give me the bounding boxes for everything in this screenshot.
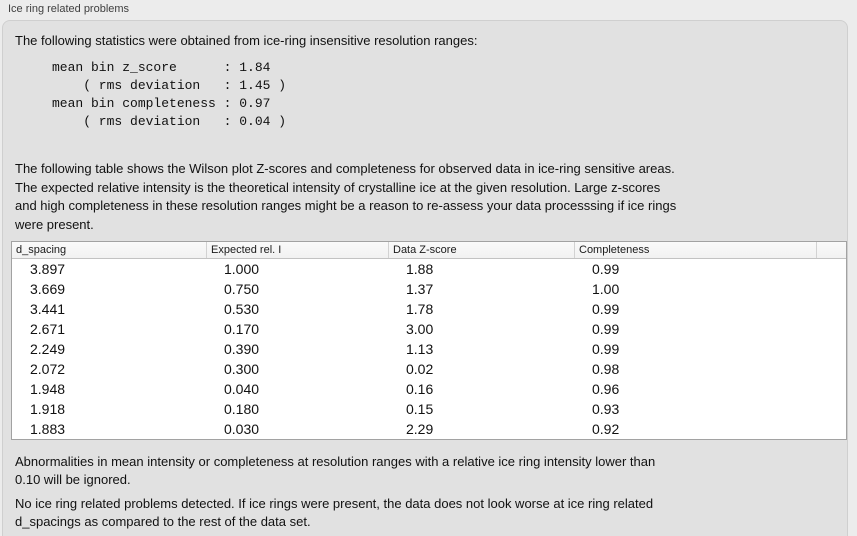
table-cell: 1.78 bbox=[406, 301, 434, 317]
table-cell: 3.669 bbox=[30, 281, 66, 297]
table-header-row: d_spacing Expected rel. I Data Z-score Comp… bbox=[12, 242, 846, 259]
table-cell: 1.00 bbox=[592, 281, 620, 297]
table-cell: 1.883 bbox=[30, 421, 66, 437]
table-body: 3.897 1.000 1.88 0.99 3.669 0.750 1.37 1.00 3.44… bbox=[12, 259, 846, 439]
table-cell: 1.13 bbox=[406, 341, 434, 357]
stats-block: mean bin z_score : 1.84 ( rms deviation … bbox=[52, 60, 287, 129]
table-cell: 0.750 bbox=[224, 281, 260, 297]
column-header-data-z-score[interactable]: Data Z-score bbox=[388, 242, 574, 258]
column-header-completeness[interactable]: Completeness bbox=[574, 242, 816, 258]
table-cell: 1.918 bbox=[30, 401, 66, 417]
table-cell: 0.92 bbox=[592, 421, 620, 437]
column-header-filler bbox=[816, 242, 846, 258]
table-cell: 0.530 bbox=[224, 301, 260, 317]
intro-text: The following statistics were obtained f… bbox=[15, 33, 478, 48]
table-cell: 3.441 bbox=[30, 301, 66, 317]
ice-ring-groupbox: The following statistics were obtained f… bbox=[2, 20, 848, 536]
table-cell: 2.249 bbox=[30, 341, 66, 357]
note-conclusion: No ice ring related problems detected. I… bbox=[15, 496, 654, 529]
table-cell: 0.15 bbox=[406, 401, 434, 417]
table-row[interactable]: 3.669 0.750 1.37 1.00 bbox=[12, 279, 846, 299]
table-cell: 3.00 bbox=[406, 321, 434, 337]
table-row[interactable]: 3.441 0.530 1.78 0.99 bbox=[12, 299, 846, 319]
table-row[interactable]: 3.897 1.000 1.88 0.99 bbox=[12, 259, 846, 279]
table-cell: 0.030 bbox=[224, 421, 260, 437]
table-cell: 0.02 bbox=[406, 361, 434, 377]
table-cell: 0.99 bbox=[592, 341, 620, 357]
table-cell: 0.99 bbox=[592, 321, 620, 337]
table-cell: 1.88 bbox=[406, 261, 434, 277]
table-cell: 0.99 bbox=[592, 301, 620, 317]
table-row[interactable]: 2.249 0.390 1.13 0.99 bbox=[12, 339, 846, 359]
table-cell: 0.040 bbox=[224, 381, 260, 397]
table-cell: 0.16 bbox=[406, 381, 434, 397]
table-cell: 0.98 bbox=[592, 361, 620, 377]
table-cell: 0.180 bbox=[224, 401, 260, 417]
table-cell: 0.99 bbox=[592, 261, 620, 277]
ice-ring-table[interactable]: d_spacing Expected rel. I Data Z-score Comp… bbox=[11, 241, 847, 440]
table-cell: 1.948 bbox=[30, 381, 66, 397]
table-cell: 0.93 bbox=[592, 401, 620, 417]
table-cell: 1.37 bbox=[406, 281, 434, 297]
table-cell: 0.170 bbox=[224, 321, 260, 337]
table-cell: 0.300 bbox=[224, 361, 260, 377]
table-cell: 2.29 bbox=[406, 421, 434, 437]
description-text: The following table shows the Wilson plo… bbox=[15, 161, 677, 232]
table-row[interactable]: 1.883 0.030 2.29 0.92 bbox=[12, 419, 846, 439]
table-cell: 1.000 bbox=[224, 261, 260, 277]
table-row[interactable]: 1.948 0.040 0.16 0.96 bbox=[12, 379, 846, 399]
table-row[interactable]: 2.072 0.300 0.02 0.98 bbox=[12, 359, 846, 379]
table-cell: 0.96 bbox=[592, 381, 620, 397]
table-cell: 0.390 bbox=[224, 341, 260, 357]
table-row[interactable]: 2.671 0.170 3.00 0.99 bbox=[12, 319, 846, 339]
note-abnormalities: Abnormalities in mean intensity or compl… bbox=[15, 454, 656, 487]
table-cell: 2.072 bbox=[30, 361, 66, 377]
table-cell: 2.671 bbox=[30, 321, 66, 337]
table-row[interactable]: 1.918 0.180 0.15 0.93 bbox=[12, 399, 846, 419]
groupbox-title: Ice ring related problems bbox=[8, 3, 130, 15]
table-cell: 3.897 bbox=[30, 261, 66, 277]
column-header-expected-rel-i[interactable]: Expected rel. I bbox=[206, 242, 388, 258]
column-header-d-spacing[interactable]: d_spacing bbox=[16, 244, 67, 256]
